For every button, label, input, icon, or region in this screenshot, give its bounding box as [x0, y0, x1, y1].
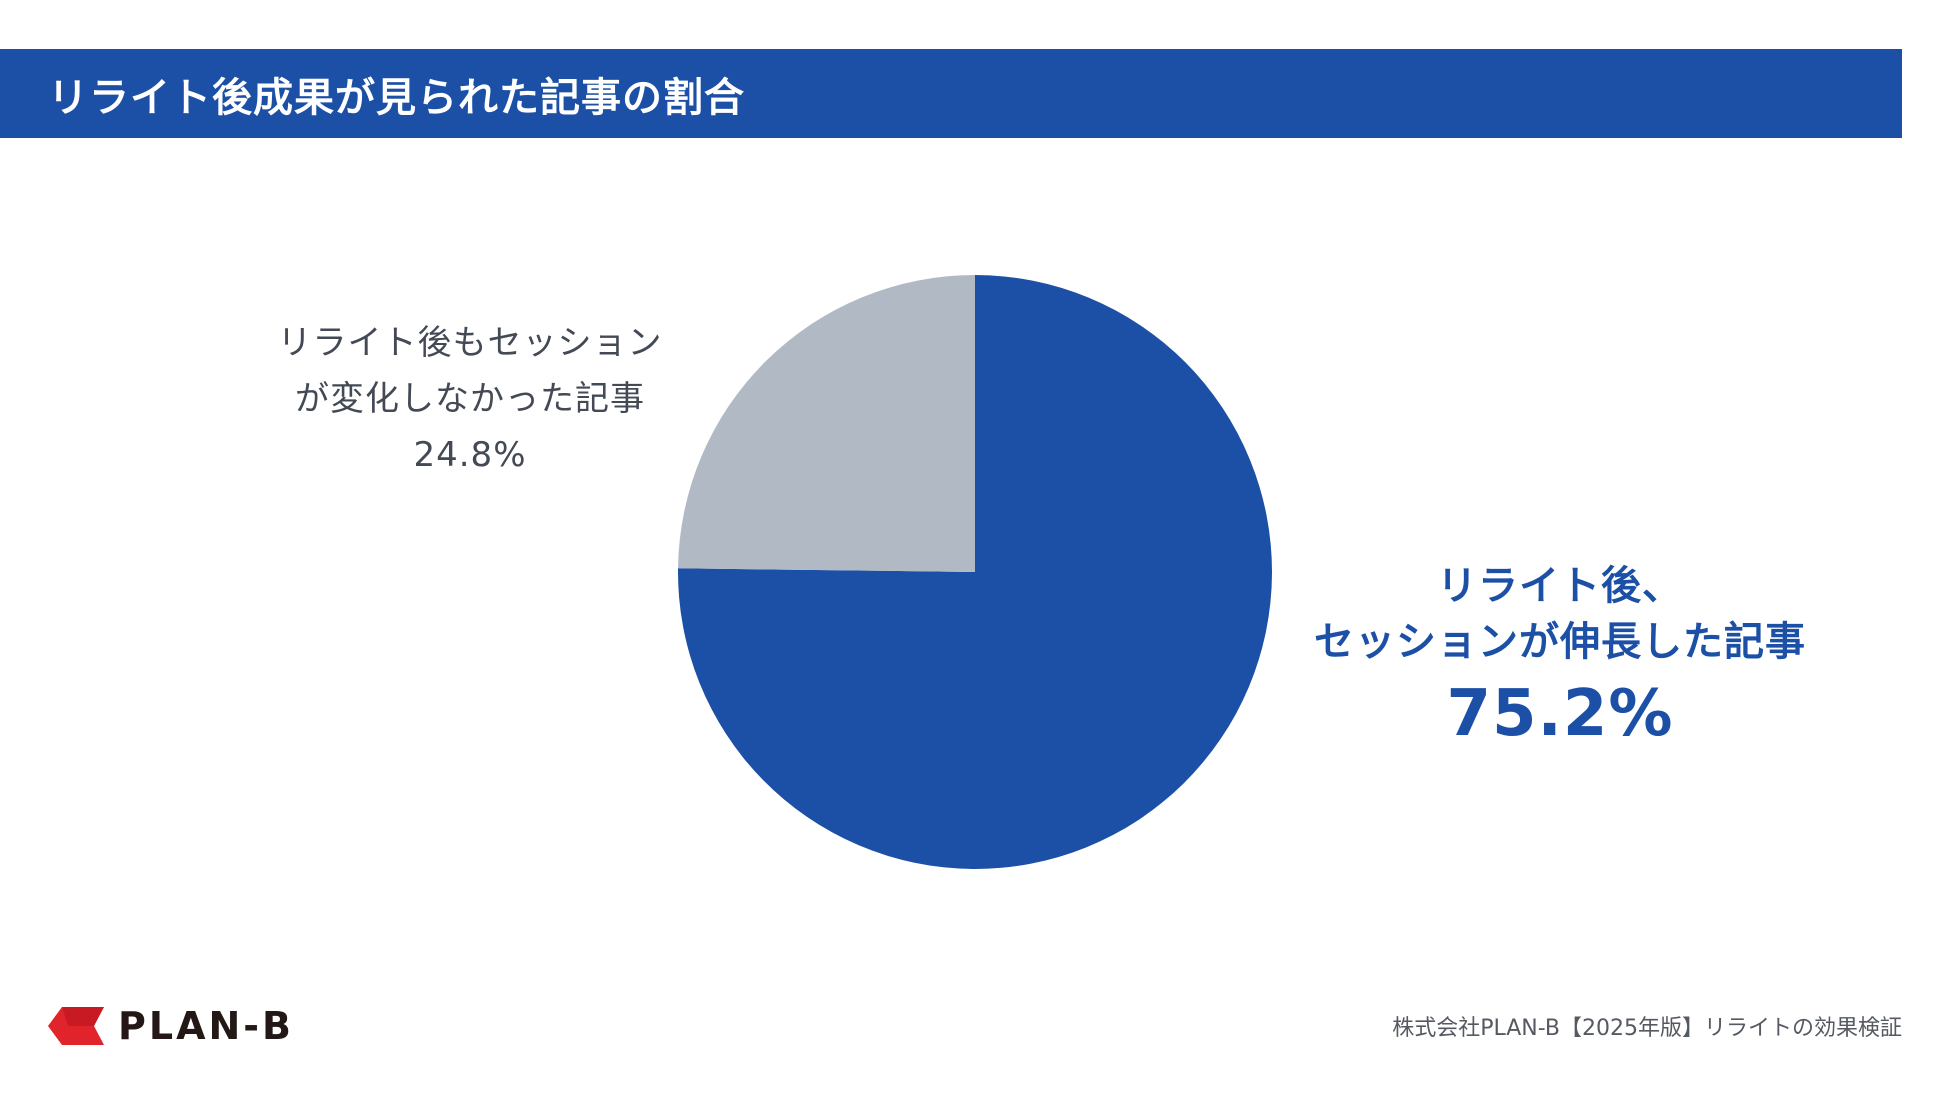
slice-label-increased: リライト後、 セッションが伸長した記事 75.2%: [1270, 558, 1850, 754]
title-bar: リライト後成果が見られた記事の割合: [0, 49, 1902, 138]
slice-label-unchanged: リライト後もセッション が変化しなかった記事 24.8%: [230, 315, 710, 483]
slice-value-increased: 75.2%: [1446, 677, 1674, 751]
slice-label-increased-line1: リライト後、: [1437, 563, 1683, 609]
pie-slice-0: [678, 275, 1272, 869]
slice-label-unchanged-line1: リライト後もセッション: [277, 323, 663, 363]
pie-chart: [678, 275, 1272, 869]
logo-text: PLAN-B: [118, 1004, 295, 1048]
slice-label-increased-line2: セッションが伸長した記事: [1314, 619, 1806, 665]
plan-b-logo-icon: [48, 1007, 104, 1045]
pie-slice-1: [678, 275, 975, 572]
slice-label-unchanged-line2: が変化しなかった記事: [295, 379, 645, 419]
page-title: リライト後成果が見られた記事の割合: [48, 74, 745, 121]
footer-note: 株式会社PLAN-B【2025年版】リライトの効果検証: [1392, 1016, 1902, 1041]
company-logo: PLAN-B: [48, 1003, 294, 1049]
slice-value-unchanged: 24.8%: [413, 435, 527, 475]
